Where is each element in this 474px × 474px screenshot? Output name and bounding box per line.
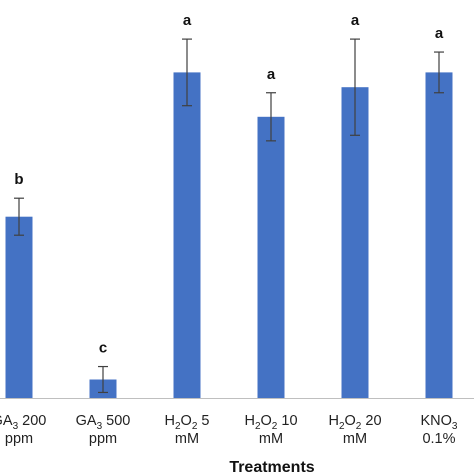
error-bar-3	[266, 92, 276, 142]
error-bar-0	[14, 197, 24, 236]
significance-label-0: b	[14, 171, 23, 188]
error-bar-2	[182, 38, 192, 107]
x-axis-title: Treatments	[229, 459, 314, 474]
error-bars-group	[14, 38, 444, 394]
category-label-0-line-1: ppm	[5, 431, 33, 447]
category-label-2-line-0: H2O2 5	[165, 413, 210, 432]
bar-3	[257, 116, 285, 399]
category-label-1-line-0: GA3 500	[76, 413, 131, 432]
category-label-5-line-0: KNO3	[421, 413, 458, 432]
bar-2	[173, 72, 201, 399]
error-bar-5	[434, 51, 444, 94]
significance-label-3: a	[267, 66, 276, 83]
bar-5	[425, 72, 453, 399]
category-label-2-line-1: mM	[175, 431, 199, 447]
category-label-0-line-0: GA3 200	[0, 413, 46, 432]
bar-4	[341, 87, 369, 398]
category-label-1-line-1: ppm	[89, 431, 117, 447]
category-label-4-line-0: H2O2 20	[328, 413, 381, 432]
error-bar-4	[350, 38, 360, 136]
significance-label-2: a	[183, 12, 192, 29]
significance-label-1: c	[99, 340, 107, 357]
error-bar-1	[98, 365, 108, 394]
category-label-3-line-1: mM	[259, 431, 283, 447]
category-label-3-line-0: H2O2 10	[244, 413, 297, 432]
significance-label-5: a	[435, 25, 444, 42]
bar-0	[5, 216, 33, 398]
category-label-5-line-1: 0.1%	[422, 431, 455, 447]
bars-group	[5, 72, 453, 399]
category-label-4-line-1: mM	[343, 431, 367, 447]
significance-label-4: a	[351, 12, 360, 29]
significance-labels-group: b c a a a a	[14, 12, 443, 356]
